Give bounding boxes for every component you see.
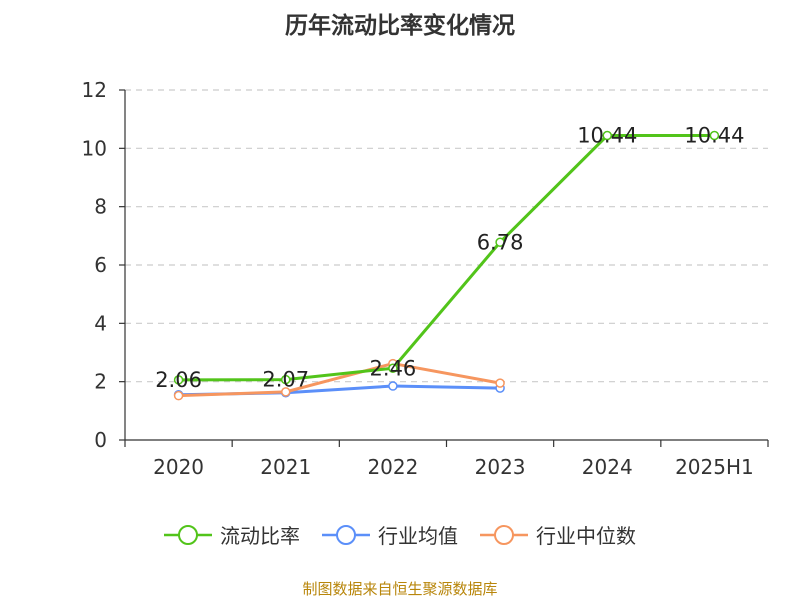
data-point [388,381,398,391]
data-point [495,378,505,388]
data-label: 10.44 [684,124,744,148]
legend-marker [178,524,198,545]
legend-item[interactable]: 流动比率 [164,520,300,549]
data-label: 2.46 [370,356,417,380]
series-line [178,134,715,382]
y-tick-label: 2 [94,370,107,394]
y-tick-label: 4 [94,311,107,335]
legend-label: 流动比率 [220,524,300,548]
legend-swatch-icon [322,524,370,545]
data-label: 10.44 [577,124,637,148]
x-tick-label: 2022 [367,455,418,479]
data-point [602,130,612,141]
y-tick-label: 8 [94,195,107,219]
y-tick-label: 10 [82,136,107,160]
y-tick-label: 12 [82,78,107,102]
data-label: 2.06 [155,368,202,392]
data-label: 6.78 [477,230,524,254]
data-point [281,374,291,385]
legend-swatch-icon [164,524,212,545]
legend-item[interactable]: 行业中位数 [480,520,636,549]
y-tick-label: 6 [94,253,107,277]
data-label: 2.07 [262,368,309,392]
x-tick-label: 2020 [153,455,204,479]
data-point [173,390,184,401]
y-tick-label: 0 [94,428,107,452]
series-line [178,362,501,398]
data-point [281,387,291,397]
data-source-note: 制图数据来自恒生聚源数据库 [302,580,498,598]
chart-title: 历年流动比率变化情况 [285,13,515,39]
legend-marker [336,524,356,545]
legend-item[interactable]: 行业均值 [322,520,458,549]
data-point [709,130,720,141]
data-point [495,237,505,247]
data-point [173,375,184,385]
x-tick-label: 2024 [582,455,633,479]
x-tick-label: 2023 [475,455,526,479]
data-point [388,363,398,373]
legend-label: 行业均值 [378,524,458,548]
legend: 流动比率 行业均值 行业中位数 [0,520,800,549]
legend-label: 行业中位数 [536,524,636,548]
legend-swatch-icon [480,524,528,545]
legend-marker [494,524,514,545]
x-tick-label: 2021 [260,455,311,479]
x-tick-label: 2025H1 [675,455,754,479]
